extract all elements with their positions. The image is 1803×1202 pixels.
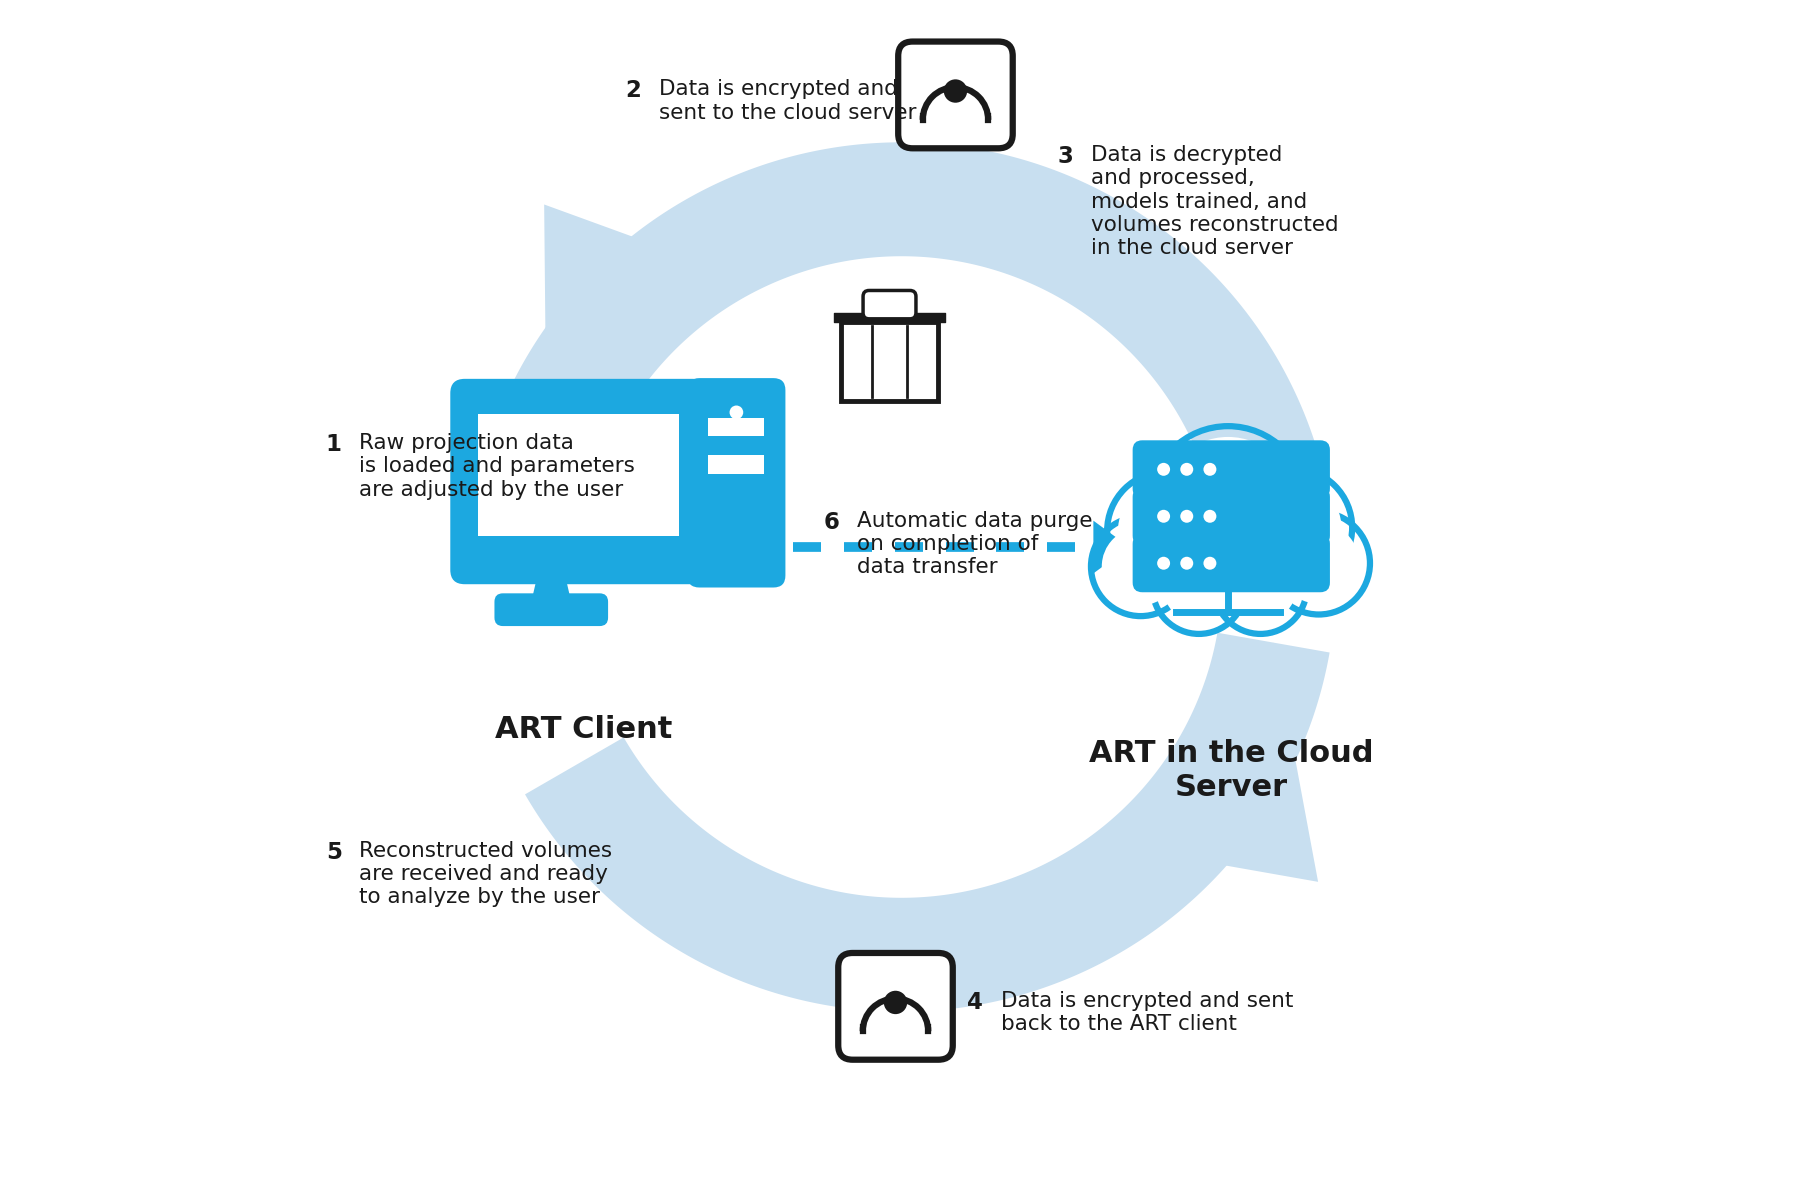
FancyBboxPatch shape xyxy=(1132,440,1331,499)
Text: 4: 4 xyxy=(968,990,983,1013)
Circle shape xyxy=(1102,528,1179,606)
Circle shape xyxy=(1203,463,1217,476)
Circle shape xyxy=(730,405,743,419)
FancyBboxPatch shape xyxy=(709,456,764,474)
Circle shape xyxy=(1244,480,1341,576)
Text: 1: 1 xyxy=(326,433,343,456)
Circle shape xyxy=(1224,552,1296,623)
Circle shape xyxy=(1203,510,1217,523)
FancyBboxPatch shape xyxy=(842,322,938,400)
FancyBboxPatch shape xyxy=(1127,514,1336,596)
Text: Data is encrypted and
sent to the cloud server: Data is encrypted and sent to the cloud … xyxy=(660,79,916,123)
Polygon shape xyxy=(492,142,1322,494)
Circle shape xyxy=(1158,557,1170,570)
Circle shape xyxy=(1159,438,1296,573)
FancyBboxPatch shape xyxy=(864,291,916,319)
FancyBboxPatch shape xyxy=(1132,534,1331,593)
FancyBboxPatch shape xyxy=(494,594,608,626)
Text: Automatic data purge
on completion of
data transfer: Automatic data purge on completion of da… xyxy=(856,511,1093,577)
Circle shape xyxy=(1203,557,1217,570)
FancyBboxPatch shape xyxy=(838,953,952,1060)
Polygon shape xyxy=(1150,643,1318,882)
Text: ART in the Cloud
Server: ART in the Cloud Server xyxy=(1089,739,1374,802)
Circle shape xyxy=(1181,463,1194,476)
Circle shape xyxy=(1158,463,1170,476)
FancyBboxPatch shape xyxy=(687,379,786,588)
Circle shape xyxy=(1163,552,1235,623)
Text: 2: 2 xyxy=(626,79,642,102)
Polygon shape xyxy=(1093,520,1129,573)
Text: Reconstructed volumes
are received and ready
to analyze by the user: Reconstructed volumes are received and r… xyxy=(359,841,613,908)
Polygon shape xyxy=(532,570,572,602)
Circle shape xyxy=(943,79,966,102)
Circle shape xyxy=(1181,557,1194,570)
Circle shape xyxy=(1278,523,1359,603)
FancyBboxPatch shape xyxy=(709,418,764,436)
FancyBboxPatch shape xyxy=(898,42,1013,148)
Text: Raw projection data
is loaded and parameters
are adjusted by the user: Raw projection data is loaded and parame… xyxy=(359,433,635,500)
Text: Data is decrypted
and processed,
models trained, and
volumes reconstructed
in th: Data is decrypted and processed, models … xyxy=(1091,145,1338,258)
FancyBboxPatch shape xyxy=(1132,487,1331,546)
Text: 3: 3 xyxy=(1057,145,1073,168)
Circle shape xyxy=(1158,510,1170,523)
Text: 5: 5 xyxy=(326,841,343,864)
FancyBboxPatch shape xyxy=(451,379,707,584)
Text: Data is encrypted and sent
back to the ART client: Data is encrypted and sent back to the A… xyxy=(1001,990,1293,1034)
Text: 6: 6 xyxy=(824,511,840,534)
Polygon shape xyxy=(545,204,705,448)
Circle shape xyxy=(1181,510,1194,523)
Circle shape xyxy=(1118,482,1215,579)
Circle shape xyxy=(883,990,907,1014)
FancyBboxPatch shape xyxy=(478,413,680,536)
Polygon shape xyxy=(525,632,1329,1012)
Text: ART Client: ART Client xyxy=(496,715,673,744)
